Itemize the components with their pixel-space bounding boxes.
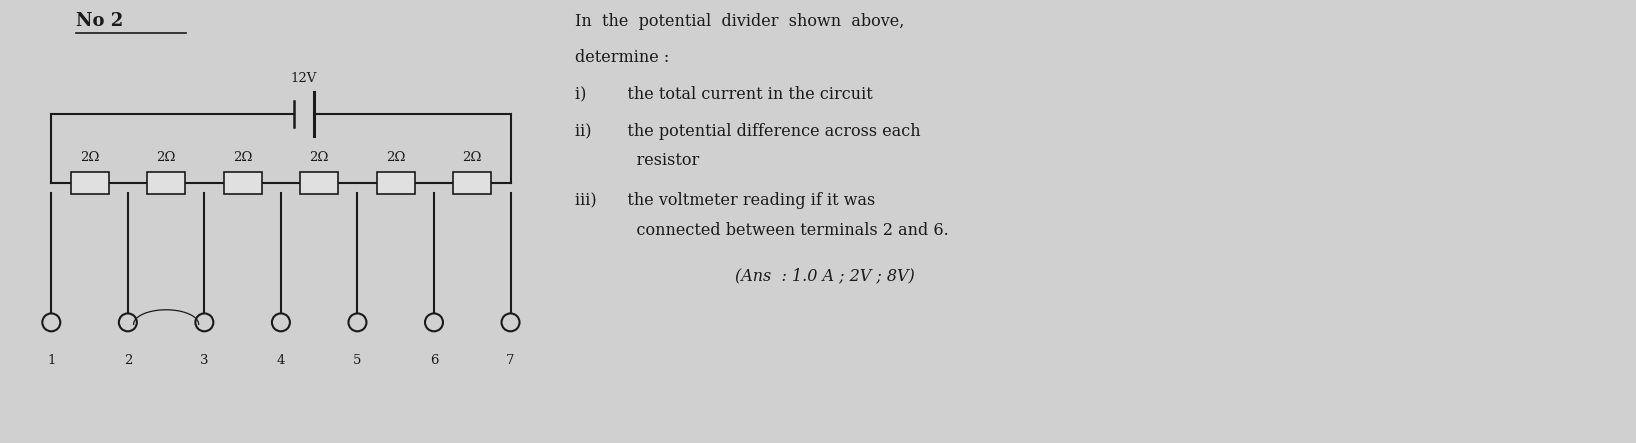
Text: 2: 2: [124, 354, 133, 367]
FancyBboxPatch shape: [301, 172, 339, 194]
FancyBboxPatch shape: [70, 172, 108, 194]
Text: (Ans  : 1.0 A ; 2V ; 8V): (Ans : 1.0 A ; 2V ; 8V): [735, 268, 915, 284]
Text: 3: 3: [200, 354, 209, 367]
Text: resistor: resistor: [576, 152, 700, 169]
FancyBboxPatch shape: [147, 172, 185, 194]
Text: 1: 1: [47, 354, 56, 367]
FancyBboxPatch shape: [376, 172, 414, 194]
Text: 4: 4: [276, 354, 285, 367]
Text: 6: 6: [430, 354, 438, 367]
Text: connected between terminals 2 and 6.: connected between terminals 2 and 6.: [576, 222, 949, 239]
Text: No 2: No 2: [77, 12, 123, 30]
Text: determine :: determine :: [576, 49, 669, 66]
Text: 2Ω: 2Ω: [309, 152, 329, 164]
Text: 2Ω: 2Ω: [80, 152, 100, 164]
FancyBboxPatch shape: [453, 172, 491, 194]
Text: 2Ω: 2Ω: [386, 152, 406, 164]
Text: 2Ω: 2Ω: [463, 152, 483, 164]
Text: In  the  potential  divider  shown  above,: In the potential divider shown above,: [576, 13, 905, 30]
Text: 5: 5: [353, 354, 362, 367]
Text: 12V: 12V: [291, 72, 317, 85]
Text: 7: 7: [506, 354, 515, 367]
FancyBboxPatch shape: [224, 172, 262, 194]
Text: iii)      the voltmeter reading if it was: iii) the voltmeter reading if it was: [576, 192, 875, 209]
Text: 2Ω: 2Ω: [157, 152, 175, 164]
Text: i)        the total current in the circuit: i) the total current in the circuit: [576, 86, 874, 103]
Text: ii)       the potential difference across each: ii) the potential difference across each: [576, 123, 921, 140]
Text: 2Ω: 2Ω: [232, 152, 252, 164]
